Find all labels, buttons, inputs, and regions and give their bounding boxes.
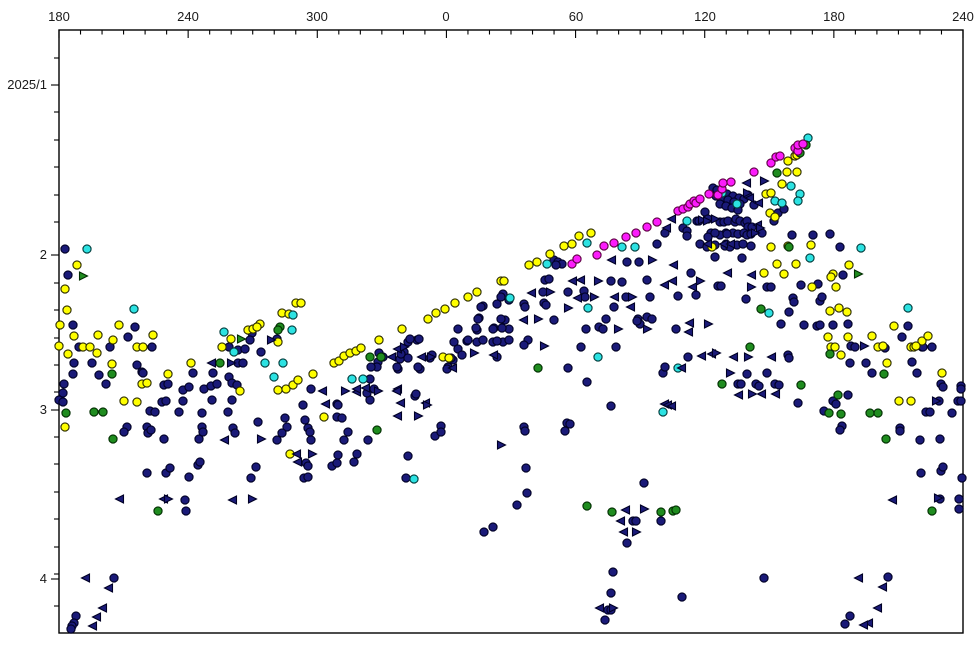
y-tick-label: 4 — [40, 571, 47, 586]
series-green-right-triangles — [78, 269, 864, 344]
series-yellow-circles — [54, 150, 947, 459]
y-tick-label: 2 — [40, 247, 47, 262]
y-tick-label: 2025/1 — [7, 77, 47, 92]
series-navy-left-triangles — [80, 178, 898, 631]
x-tick-label: 240 — [952, 9, 974, 24]
x-tick-label: 120 — [694, 9, 716, 24]
x-tick-label: 300 — [306, 9, 328, 24]
x-tick-label: 60 — [569, 9, 583, 24]
series-magenta-circles — [567, 139, 808, 269]
x-tick-label: 180 — [48, 9, 70, 24]
series-cyan-circles — [82, 133, 913, 484]
y-axis: 2025/1 2 3 4 — [7, 57, 59, 607]
series-navy-right-triangles — [163, 176, 944, 613]
x-tick-label: 240 — [177, 9, 199, 24]
series-green-circles — [61, 140, 937, 517]
series-navy-circles — [54, 183, 967, 634]
x-tick-label: 0 — [442, 9, 449, 24]
y-tick-label: 3 — [40, 402, 47, 417]
x-tick-label: 180 — [823, 9, 845, 24]
x-axis: 180 240 300 0 60 120 180 240 — [48, 9, 974, 38]
